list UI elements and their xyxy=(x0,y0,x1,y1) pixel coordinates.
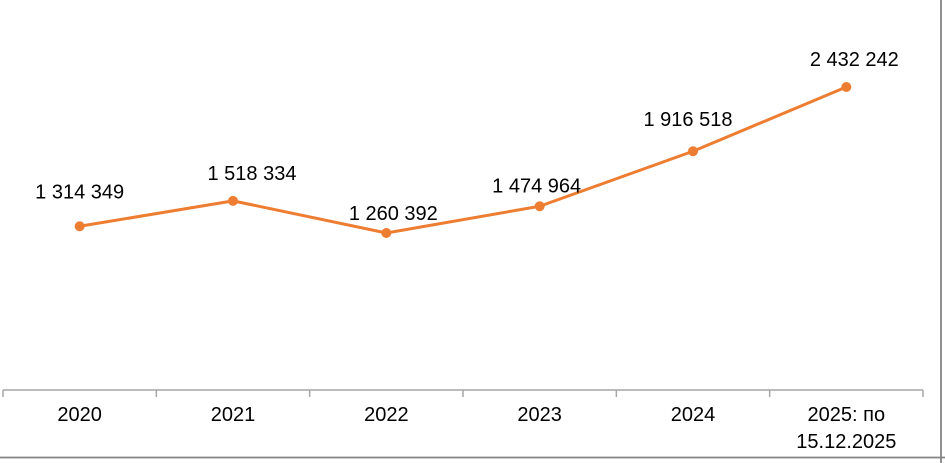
x-axis-label-line: 2020 xyxy=(57,404,102,426)
x-axis-label: 2022 xyxy=(364,404,409,426)
x-axis-label-line: 2025: по xyxy=(808,404,886,426)
x-axis-label: 2021 xyxy=(211,404,256,426)
data-point-marker xyxy=(841,82,852,92)
data-point-marker xyxy=(228,195,238,206)
data-label: 1 314 349 xyxy=(35,181,124,203)
x-axis-label-line: 2024 xyxy=(671,404,716,426)
data-label: 1 916 518 xyxy=(644,109,733,131)
x-axis-label: 2024 xyxy=(671,404,716,426)
data-label: 1 518 334 xyxy=(208,163,297,185)
data-label: 2 432 242 xyxy=(810,49,899,71)
data-label: 1 474 964 xyxy=(492,175,581,197)
x-axis-label-line: 2022 xyxy=(364,404,409,426)
x-axis-label-line: 15.12.2025 xyxy=(796,431,896,453)
data-point-marker xyxy=(688,146,698,157)
data-point-marker xyxy=(74,221,85,232)
data-label: 1 260 392 xyxy=(349,203,438,225)
x-axis-label-line: 2021 xyxy=(211,404,256,426)
data-point-marker xyxy=(534,201,545,212)
x-axis-label: 2023 xyxy=(517,404,562,426)
data-line xyxy=(78,85,848,235)
x-axis-label: 2020 xyxy=(57,404,102,426)
x-axis-label: 2025: по 15.12.2025 xyxy=(796,404,896,453)
x-axis-label-line: 2023 xyxy=(517,404,562,426)
data-point-marker xyxy=(381,227,392,238)
